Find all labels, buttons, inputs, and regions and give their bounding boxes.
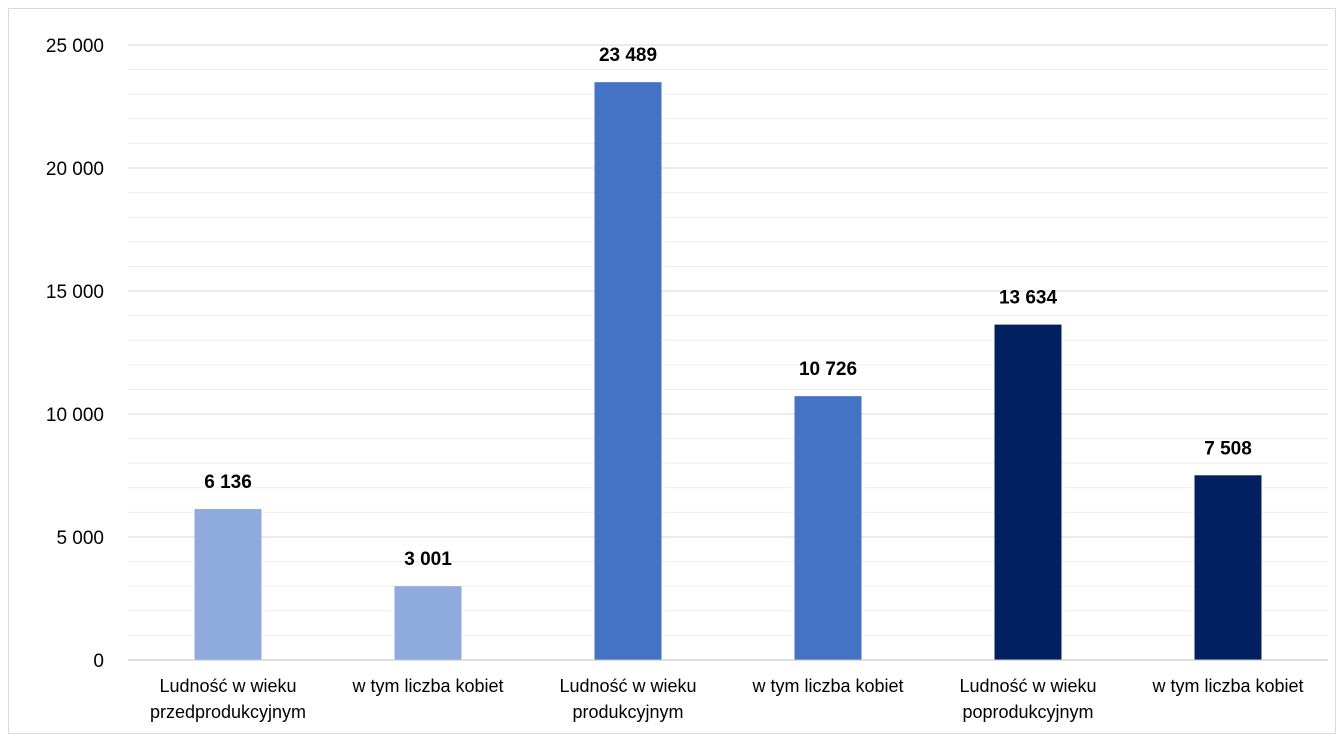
minor-gridlines bbox=[128, 69, 1328, 636]
x-category-label: produkcyjnym bbox=[572, 702, 683, 722]
x-axis-category-labels: Ludność w wieku przedprodukcyjnym w tym li… bbox=[150, 676, 1304, 722]
x-category-label: w tym liczba kobiet bbox=[351, 676, 503, 696]
data-label: 23 489 bbox=[599, 45, 657, 66]
x-category-label: Ludność w wieku bbox=[159, 676, 296, 696]
x-category-label: poprodukcyjnym bbox=[962, 702, 1093, 722]
bar bbox=[794, 396, 862, 660]
bar bbox=[194, 509, 262, 660]
x-category-label: przedprodukcyjnym bbox=[150, 702, 306, 722]
y-tick-label: 25 000 bbox=[46, 36, 104, 57]
major-gridlines bbox=[128, 44, 1328, 538]
data-label: 6 136 bbox=[204, 472, 252, 493]
y-tick-label: 15 000 bbox=[46, 282, 104, 303]
y-tick-label: 20 000 bbox=[46, 159, 104, 180]
x-category-label: w tym liczba kobiet bbox=[1151, 676, 1303, 696]
bar bbox=[994, 324, 1062, 660]
bar bbox=[1194, 475, 1262, 660]
bars bbox=[194, 82, 1262, 661]
bar bbox=[594, 82, 662, 661]
y-axis-tick-labels: 0 5 000 10 000 15 000 20 000 25 000 bbox=[46, 36, 104, 672]
data-label: 3 001 bbox=[404, 549, 452, 570]
x-category-label: w tym liczba kobiet bbox=[751, 676, 903, 696]
y-tick-label: 10 000 bbox=[46, 405, 104, 426]
data-labels: 6 136 3 001 23 489 10 726 13 634 7 508 bbox=[204, 45, 1252, 570]
x-category-label: Ludność w wieku bbox=[959, 676, 1096, 696]
y-tick-label: 0 bbox=[93, 651, 104, 672]
data-label: 13 634 bbox=[999, 288, 1058, 309]
data-label: 10 726 bbox=[799, 359, 857, 380]
y-tick-label: 5 000 bbox=[56, 528, 104, 549]
bar bbox=[394, 586, 462, 660]
x-category-label: Ludność w wieku bbox=[559, 676, 696, 696]
data-label: 7 508 bbox=[1204, 438, 1252, 459]
